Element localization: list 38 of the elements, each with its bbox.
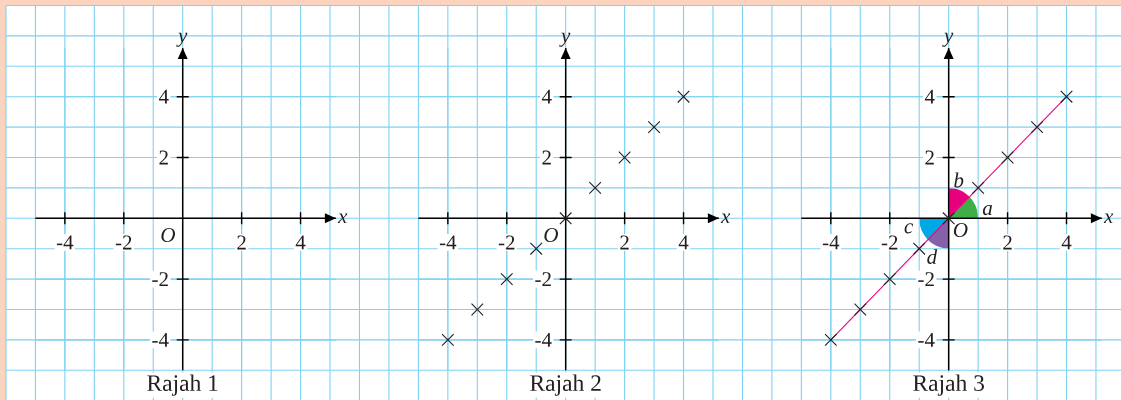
y-tick-label: -2 [535,272,551,287]
x-tick-label: -4 [56,235,74,250]
annotation: O [953,222,968,238]
y-tick-label: -2 [152,272,168,287]
y-tick-label: -2 [918,272,934,287]
x-tick-label: -2 [115,235,132,250]
x-tick-label: 2 [237,235,246,250]
y-axis-title: y [942,32,954,47]
text: Rajah 1 [147,374,218,396]
y-axis-title: y [559,32,571,47]
y-tick-label: 2 [159,150,168,165]
y-tick-label: 2 [542,150,551,165]
annotation: c [904,223,914,234]
y-tick-label: 2 [925,150,934,165]
x-tick-label: 4 [678,235,689,250]
y-tick-label: -4 [918,332,935,347]
x-tick-label: -2 [498,235,515,250]
x-tick-label: -4 [822,235,840,250]
y-tick-label: -4 [535,332,552,347]
x-tick-label: 2 [1003,235,1012,250]
annotation: O [161,227,176,243]
y-tick-label: 4 [541,89,552,104]
annotation: d [927,249,938,264]
text: Rajah 3 [913,374,984,396]
y-axis-title: y [176,32,188,47]
annotation: b [954,172,964,188]
y-tick-label: 4 [158,89,169,104]
x-tick-label: -4 [439,235,457,250]
text: Rajah 2 [530,374,601,396]
x-tick-label: -2 [881,235,898,250]
x-tick-label: 2 [620,235,629,250]
x-tick-label: 4 [1061,235,1072,250]
x-axis-title: x [1103,213,1114,224]
y-tick-label: 4 [924,89,935,104]
x-tick-label: 4 [295,235,306,250]
y-tick-label: -4 [152,332,169,347]
annotation: O [544,227,558,243]
annotation: a [982,205,993,216]
